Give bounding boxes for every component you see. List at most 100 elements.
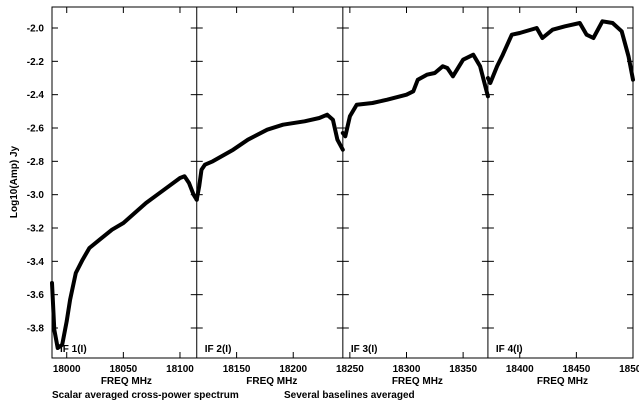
data-point (445, 66, 449, 70)
x-tick-label: 18300 (393, 364, 421, 375)
data-point (611, 21, 615, 25)
data-point (370, 101, 375, 105)
data-point (486, 76, 490, 80)
footer-right: Several baselines averaged (284, 390, 415, 401)
y-tick-label: -2.8 (27, 157, 45, 168)
data-point (199, 168, 204, 172)
x-tick-label: 18200 (279, 364, 307, 375)
x-axis-label: FREQ MHz (392, 376, 443, 387)
data-point (317, 116, 321, 120)
x-tick-label: 18100 (166, 364, 194, 375)
data-point (197, 184, 201, 188)
x-tick-label: 18450 (562, 364, 590, 375)
data-point (97, 238, 102, 242)
data-point (335, 138, 340, 142)
data-point (404, 93, 409, 97)
data-point (155, 193, 159, 197)
data-point (626, 54, 631, 58)
data-point (501, 53, 505, 57)
data-point (343, 134, 347, 138)
series-line-if1 (50, 174, 199, 350)
panel-label: IF 4(I) (496, 344, 523, 355)
data-point (471, 53, 475, 57)
series-line-if2 (194, 112, 345, 202)
data-point (488, 81, 492, 85)
data-point (578, 21, 582, 25)
panel-label: IF 1(I) (60, 344, 87, 355)
data-point (416, 78, 420, 82)
data-point (144, 201, 148, 205)
data-point (348, 114, 352, 118)
data-point (60, 343, 64, 347)
data-point (461, 58, 465, 62)
data-point (584, 33, 589, 37)
data-point (182, 174, 187, 178)
data-point (563, 24, 567, 28)
panel-label: IF 3(I) (351, 344, 378, 355)
data-point (74, 271, 78, 275)
x-tick-label: 18350 (449, 364, 477, 375)
data-point (331, 118, 335, 122)
data-point (50, 281, 54, 285)
footer-left: Scalar averaged cross-power spectrum (52, 390, 239, 401)
data-point (167, 184, 171, 188)
data-point (325, 113, 329, 117)
y-tick-label: -3.8 (27, 324, 45, 335)
data-point (433, 71, 437, 75)
data-point (341, 148, 345, 152)
y-tick-label: -3.6 (27, 290, 45, 301)
x-axis-label: FREQ MHz (246, 376, 297, 387)
data-point (68, 298, 72, 302)
data-point (591, 36, 595, 40)
data-point (411, 89, 415, 93)
data-point (178, 176, 182, 180)
data-point (478, 64, 482, 68)
data-point (80, 258, 85, 262)
x-tick-label: 18150 (223, 364, 251, 375)
x-tick-label: 18250 (336, 364, 364, 375)
series-line-if3 (340, 52, 490, 139)
y-tick-label: -2.0 (27, 24, 45, 35)
data-point (121, 221, 125, 225)
data-point (510, 33, 514, 37)
data-point (518, 31, 522, 35)
data-point (110, 228, 114, 232)
data-point (451, 74, 455, 78)
series-line-if4 (485, 19, 635, 85)
data-point (550, 28, 555, 32)
data-point (620, 29, 624, 33)
data-point (56, 346, 60, 350)
y-tick-label: -2.6 (27, 124, 45, 135)
x-tick-label: 18050 (109, 364, 137, 375)
data-point (486, 94, 490, 98)
data-point (535, 26, 539, 30)
y-tick-label: -2.2 (27, 57, 45, 68)
x-axis-label: FREQ MHz (101, 376, 152, 387)
data-point (355, 103, 359, 107)
x-tick-label: 18500 (619, 364, 639, 375)
y-axis-label: Log10(Amp) Jy (9, 145, 20, 218)
data-point (231, 148, 235, 152)
data-point (540, 36, 544, 40)
data-point (495, 64, 499, 68)
x-axis-label: FREQ MHz (537, 376, 588, 387)
y-tick-label: -3.2 (27, 224, 45, 235)
data-point (281, 123, 285, 127)
data-point (600, 19, 605, 23)
data-point (191, 193, 196, 197)
data-point (187, 181, 191, 185)
data-point (341, 131, 345, 135)
y-tick-label: -2.4 (27, 90, 45, 101)
data-point (441, 64, 445, 68)
y-tick-label: -3.0 (27, 190, 45, 201)
panel-label: IF 2(I) (205, 344, 232, 355)
data-point (246, 138, 250, 142)
y-tick-label: -3.4 (27, 257, 45, 268)
data-point (385, 98, 389, 102)
data-point (265, 128, 269, 132)
data-point (203, 163, 207, 167)
data-point (133, 211, 137, 215)
data-point (65, 319, 69, 323)
x-tick-label: 18400 (506, 364, 534, 375)
